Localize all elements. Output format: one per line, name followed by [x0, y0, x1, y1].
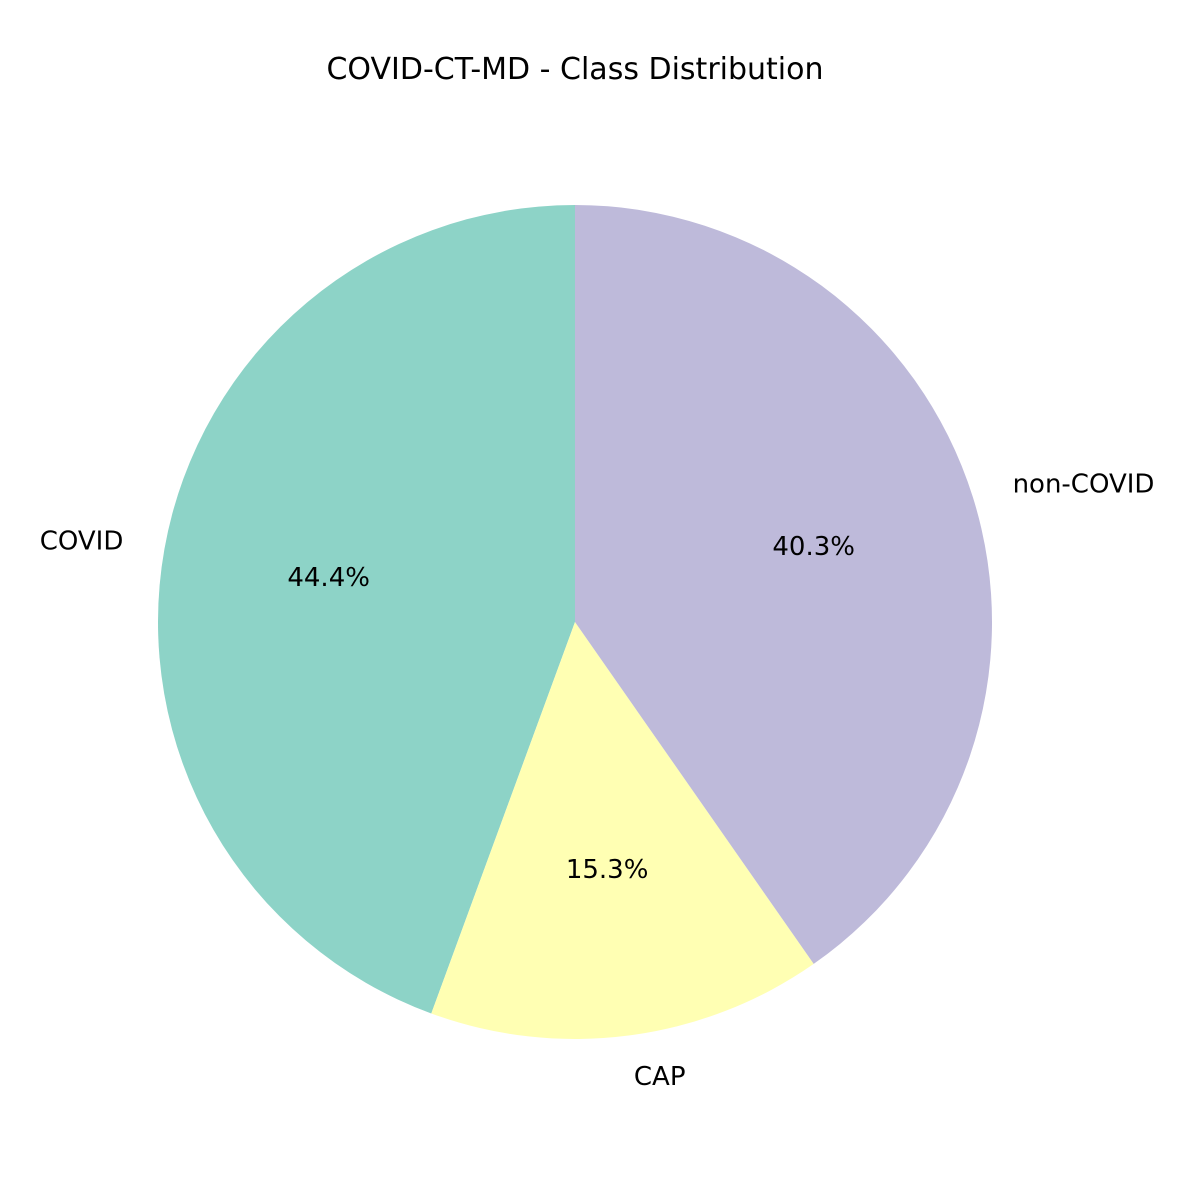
pie-labels: 44.4% COVID 15.3% CAP 40.3% non-COVID	[40, 469, 1155, 1092]
pie-category-label-covid: COVID	[40, 527, 124, 557]
pie-slice-covid	[158, 205, 575, 1014]
pie-slice-non-covid	[575, 205, 993, 964]
chart-title: COVID-CT-MD - Class Distribution	[326, 52, 824, 87]
pie-category-label-cap: CAP	[634, 1062, 686, 1092]
pie-category-label-non-covid: non-COVID	[1013, 469, 1155, 499]
pie-slice-cap	[431, 622, 814, 1039]
pie-percent-label-covid: 44.4%	[287, 563, 370, 593]
pie-percent-label-non-covid: 40.3%	[772, 532, 855, 562]
pie-slices	[158, 205, 993, 1039]
pie-percent-label-cap: 15.3%	[566, 855, 649, 885]
